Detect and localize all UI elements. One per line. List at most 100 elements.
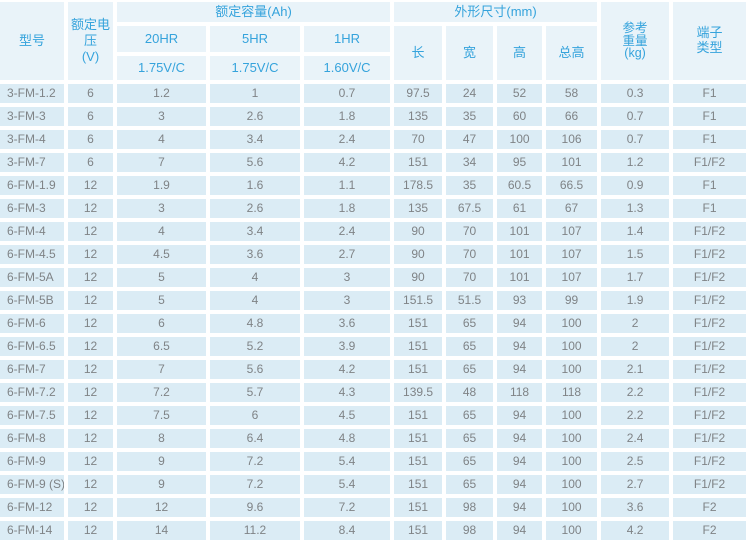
cell-capacity-20hr: 4.5 — [117, 245, 206, 264]
table-row: 6-FM-7.5 12 7.5 6 4.5 151 65 94 100 2.2 F1/F2 — [0, 406, 746, 425]
cell-height: 94 — [497, 452, 543, 471]
cell-capacity-1hr: 8.4 — [304, 521, 391, 540]
table-row: 3-FM-3 6 3 2.6 1.8 135 35 60 66 0.7 F1 — [0, 107, 746, 126]
cell-capacity-1hr: 0.7 — [304, 84, 391, 103]
cell-capacity-5hr: 11.2 — [210, 521, 300, 540]
cell-height: 60 — [497, 107, 543, 126]
cell-height: 95 — [497, 153, 543, 172]
cell-length: 70 — [394, 130, 443, 149]
cell-capacity-20hr: 5 — [117, 268, 206, 287]
cell-voltage: 12 — [68, 475, 113, 494]
cell-total-height: 100 — [546, 429, 598, 448]
header-dimensions-group: 外形尺寸(mm) — [394, 2, 598, 22]
cell-terminal-type: F1/F2 — [673, 268, 746, 287]
header-1hr: 1HR — [304, 26, 391, 52]
cell-terminal-type: F1/F2 — [673, 222, 746, 241]
cell-width: 65 — [446, 429, 494, 448]
cell-width: 98 — [446, 498, 494, 517]
cell-terminal-type: F1/F2 — [673, 153, 746, 172]
cell-width: 65 — [446, 406, 494, 425]
cell-terminal-type: F1/F2 — [673, 291, 746, 310]
cell-height: 94 — [497, 360, 543, 379]
cell-width: 24 — [446, 84, 494, 103]
cell-capacity-1hr: 4.3 — [304, 383, 391, 402]
cell-terminal-type: F2 — [673, 498, 746, 517]
cell-capacity-1hr: 3 — [304, 268, 391, 287]
cell-capacity-5hr: 5.2 — [210, 337, 300, 356]
cell-capacity-1hr: 1.1 — [304, 176, 391, 195]
cell-capacity-20hr: 7 — [117, 360, 206, 379]
cell-length: 90 — [394, 245, 443, 264]
cell-capacity-5hr: 2.6 — [210, 199, 300, 218]
cell-total-height: 107 — [546, 245, 598, 264]
cell-model: 6-FM-4 — [0, 222, 64, 241]
cell-weight: 1.4 — [601, 222, 670, 241]
cell-terminal-type: F1 — [673, 84, 746, 103]
cell-terminal-type: F1/F2 — [673, 360, 746, 379]
cell-weight: 2.7 — [601, 475, 670, 494]
table-row: 3-FM-1.2 6 1.2 1 0.7 97.5 24 52 58 0.3 F1 — [0, 84, 746, 103]
cell-capacity-1hr: 3.9 — [304, 337, 391, 356]
cell-total-height: 100 — [546, 337, 598, 356]
cell-capacity-20hr: 7.5 — [117, 406, 206, 425]
cell-length: 135 — [394, 107, 443, 126]
cell-total-height: 100 — [546, 475, 598, 494]
header-20hr-cutoff: 1.75V/C — [117, 56, 206, 80]
cell-length: 90 — [394, 222, 443, 241]
cell-voltage: 12 — [68, 245, 113, 264]
cell-capacity-1hr: 5.4 — [304, 452, 391, 471]
cell-width: 47 — [446, 130, 494, 149]
table-row: 6-FM-4 12 4 3.4 2.4 90 70 101 107 1.4 F1/F2 — [0, 222, 746, 241]
cell-width: 65 — [446, 337, 494, 356]
cell-voltage: 12 — [68, 406, 113, 425]
cell-terminal-type: F1/F2 — [673, 245, 746, 264]
cell-height: 61 — [497, 199, 543, 218]
cell-length: 151.5 — [394, 291, 443, 310]
cell-length: 151 — [394, 429, 443, 448]
cell-capacity-1hr: 1.8 — [304, 107, 391, 126]
cell-width: 65 — [446, 452, 494, 471]
cell-voltage: 12 — [68, 452, 113, 471]
cell-length: 97.5 — [394, 84, 443, 103]
cell-weight: 1.9 — [601, 291, 670, 310]
cell-total-height: 66.5 — [546, 176, 598, 195]
cell-capacity-20hr: 7.2 — [117, 383, 206, 402]
cell-total-height: 107 — [546, 222, 598, 241]
cell-terminal-type: F1/F2 — [673, 406, 746, 425]
cell-model: 6-FM-1.9 — [0, 176, 64, 195]
table-row: 6-FM-9 (S) 12 9 7.2 5.4 151 65 94 100 2.7 F1/F2 — [0, 475, 746, 494]
cell-model: 3-FM-3 — [0, 107, 64, 126]
cell-capacity-1hr: 3.6 — [304, 314, 391, 333]
cell-voltage: 6 — [68, 130, 113, 149]
cell-voltage: 6 — [68, 84, 113, 103]
cell-capacity-1hr: 2.4 — [304, 222, 391, 241]
cell-terminal-type: F1/F2 — [673, 429, 746, 448]
cell-model: 3-FM-1.2 — [0, 84, 64, 103]
cell-width: 51.5 — [446, 291, 494, 310]
header-rated-voltage: 额定电压 (V) — [68, 2, 113, 80]
cell-voltage: 12 — [68, 429, 113, 448]
cell-model: 6-FM-7 — [0, 360, 64, 379]
cell-capacity-1hr: 4.8 — [304, 429, 391, 448]
header-rated-capacity-group: 额定容量(Ah) — [117, 2, 391, 22]
cell-capacity-5hr: 7.2 — [210, 452, 300, 471]
cell-total-height: 100 — [546, 360, 598, 379]
cell-total-height: 106 — [546, 130, 598, 149]
cell-weight: 2.2 — [601, 383, 670, 402]
cell-height: 94 — [497, 337, 543, 356]
cell-model: 6-FM-4.5 — [0, 245, 64, 264]
cell-voltage: 6 — [68, 107, 113, 126]
table-row: 6-FM-7.2 12 7.2 5.7 4.3 139.5 48 118 118 2.2 F1/F2 — [0, 383, 746, 402]
cell-height: 94 — [497, 475, 543, 494]
cell-capacity-20hr: 9 — [117, 475, 206, 494]
cell-voltage: 12 — [68, 314, 113, 333]
cell-capacity-5hr: 9.6 — [210, 498, 300, 517]
cell-terminal-type: F1/F2 — [673, 475, 746, 494]
cell-total-height: 100 — [546, 521, 598, 540]
cell-total-height: 100 — [546, 452, 598, 471]
table-row: 6-FM-6 12 6 4.8 3.6 151 65 94 100 2 F1/F2 — [0, 314, 746, 333]
cell-model: 6-FM-7.2 — [0, 383, 64, 402]
cell-voltage: 12 — [68, 498, 113, 517]
cell-length: 151 — [394, 153, 443, 172]
